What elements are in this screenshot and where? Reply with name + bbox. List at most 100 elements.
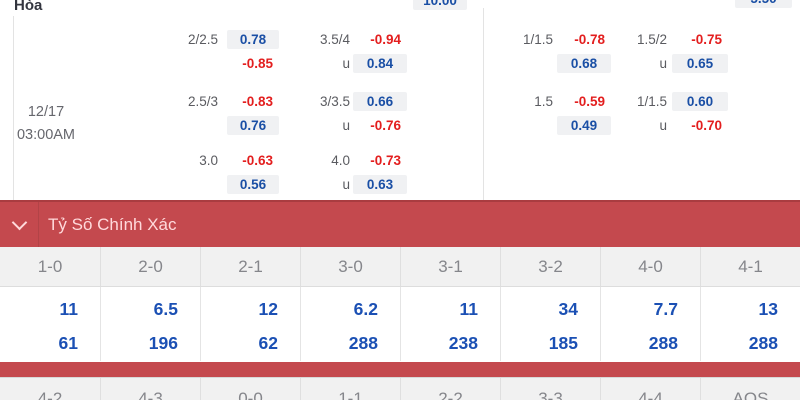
draw-odds-right[interactable]: 5.50 bbox=[735, 0, 792, 8]
odds-value[interactable]: -0.59 bbox=[574, 94, 605, 109]
odds-value[interactable]: -0.63 bbox=[242, 153, 273, 168]
score-header-cell: AOS bbox=[700, 378, 800, 400]
score-odds-rows: 11 61 6.5 196 12 62 6.2 288 11 238 34 18… bbox=[0, 287, 800, 361]
score-column: 11 61 bbox=[0, 287, 100, 361]
odds-row: 1.5 -0.59 0.49 1/1.5 u 0.60 -0.70 bbox=[483, 90, 800, 140]
odds-value[interactable]: -0.73 bbox=[370, 153, 401, 168]
banner-divider bbox=[38, 202, 39, 247]
score-column: 12 62 bbox=[200, 287, 300, 361]
score-header-cell: 1-1 bbox=[300, 378, 400, 400]
match-date: 12/17 bbox=[27, 104, 65, 120]
score-column: 34 185 bbox=[500, 287, 600, 361]
handicap-label: 2/2.5 bbox=[187, 32, 218, 47]
odds-value[interactable]: 0.65 bbox=[672, 54, 728, 73]
odds-row: 1/1.5 -0.78 0.68 1.5/2 u -0.75 0.65 bbox=[483, 28, 800, 78]
under-prefix-label: u bbox=[659, 56, 667, 71]
odds-value[interactable]: -0.76 bbox=[370, 118, 401, 133]
score-odds-value[interactable]: 288 bbox=[748, 333, 778, 353]
match-time: 03:00AM bbox=[16, 127, 76, 143]
score-header-cell: 3-1 bbox=[400, 247, 500, 286]
draw-odds-left[interactable]: 10.00 bbox=[413, 0, 467, 10]
score-header-cell: 1-0 bbox=[37, 257, 63, 276]
left-divider bbox=[13, 16, 14, 200]
score-column: 11 238 bbox=[400, 287, 500, 361]
under-prefix-label: u bbox=[342, 177, 350, 192]
match-datetime: 12/17 03:00AM bbox=[0, 101, 92, 147]
draw-label: Hòa bbox=[14, 0, 43, 14]
section-title: Tỷ Số Chính Xác bbox=[48, 215, 177, 234]
odds-value[interactable]: 0.60 bbox=[672, 92, 728, 111]
odds-row: 2.5/3 -0.83 0.76 3/3.5 u 0.66 -0.76 bbox=[0, 90, 483, 140]
handicap-label: 4.0 bbox=[331, 153, 350, 168]
handicap-label: 1.5 bbox=[534, 94, 553, 109]
score-header-cell: 4-3 bbox=[100, 378, 200, 400]
score-header-cell: 2-0 bbox=[100, 247, 200, 286]
odds-value[interactable]: -0.85 bbox=[242, 56, 273, 71]
score-odds-value[interactable]: 34 bbox=[558, 299, 578, 319]
odds-value[interactable]: 0.84 bbox=[353, 54, 407, 73]
odds-value[interactable]: 0.63 bbox=[353, 175, 407, 194]
score-odds-value[interactable]: 185 bbox=[548, 333, 578, 353]
odds-value[interactable]: -0.83 bbox=[242, 94, 273, 109]
score-odds-value[interactable]: 62 bbox=[258, 333, 278, 353]
score-odds-value[interactable]: 13 bbox=[758, 299, 778, 319]
score-odds-value[interactable]: 6.2 bbox=[353, 299, 378, 319]
score-header-cell: 2-1 bbox=[200, 247, 300, 286]
odds-value[interactable]: 0.68 bbox=[557, 54, 611, 73]
middle-divider bbox=[483, 8, 484, 200]
handicap-label: 2.5/3 bbox=[187, 94, 218, 109]
score-column: 6.2 288 bbox=[300, 287, 400, 361]
score-header-cell: 2-2 bbox=[400, 378, 500, 400]
odds-value[interactable]: -0.70 bbox=[691, 118, 722, 133]
score-odds-value[interactable]: 288 bbox=[648, 333, 678, 353]
correct-score-grid: 1-0 2-0 2-1 3-0 3-1 3-2 4-0 4-1 11 61 6.… bbox=[0, 247, 800, 362]
score-column: 6.5 196 bbox=[100, 287, 200, 361]
score-header-cell: 4-1 bbox=[700, 247, 800, 286]
odds-row: 2/2.5 0.78 -0.85 3.5/4 u -0.94 0.84 bbox=[0, 28, 483, 78]
handicap-label: 3/3.5 bbox=[319, 94, 350, 109]
score-header-cell: 3-0 bbox=[300, 247, 400, 286]
score-header-row: 1-0 2-0 2-1 3-0 3-1 3-2 4-0 4-1 bbox=[0, 247, 800, 287]
score-odds-value[interactable]: 11 bbox=[459, 299, 479, 319]
odds-value[interactable]: -0.94 bbox=[370, 32, 401, 47]
odds-value[interactable]: 0.56 bbox=[227, 175, 279, 194]
odds-value[interactable]: -0.78 bbox=[574, 32, 605, 47]
score-odds-value[interactable]: 6.5 bbox=[153, 299, 178, 319]
score-column: 13 288 bbox=[700, 287, 800, 361]
handicap-label: 3.0 bbox=[199, 153, 218, 168]
score-header-cell: 0-0 bbox=[200, 378, 300, 400]
score-header-cell: 3-2 bbox=[500, 247, 600, 286]
odds-value[interactable]: -0.75 bbox=[691, 32, 722, 47]
odds-value[interactable]: 0.66 bbox=[353, 92, 407, 111]
odds-value[interactable]: 0.78 bbox=[227, 30, 279, 49]
score-odds-value[interactable]: 7.7 bbox=[653, 299, 678, 319]
handicap-label: 1/1.5 bbox=[636, 94, 667, 109]
handicap-label: 1/1.5 bbox=[522, 32, 553, 47]
handicap-label: 1.5/2 bbox=[636, 32, 667, 47]
score-odds-value[interactable]: 11 bbox=[59, 299, 79, 319]
score-odds-value[interactable]: 12 bbox=[258, 299, 278, 319]
odds-value[interactable]: 0.49 bbox=[557, 116, 611, 135]
under-prefix-label: u bbox=[659, 118, 667, 133]
score-header-cell: 3-3 bbox=[500, 378, 600, 400]
next-score-header-row: 4-2 4-3 0-0 1-1 2-2 3-3 4-4 AOS bbox=[0, 377, 800, 400]
chevron-down-icon[interactable] bbox=[11, 214, 28, 231]
odds-panel-left: 2/2.5 0.78 -0.85 3.5/4 u -0.94 0.84 2.5/… bbox=[0, 0, 483, 200]
match-odds-section: Hòa 10.00 5.50 12/17 03:00AM 2/2.5 0.78 … bbox=[0, 0, 800, 200]
correct-score-section-header[interactable]: Tỷ Số Chính Xác bbox=[0, 200, 800, 247]
odds-panel-right: 1/1.5 -0.78 0.68 1.5/2 u -0.75 0.65 1.5 … bbox=[483, 0, 800, 200]
score-odds-value[interactable]: 288 bbox=[348, 333, 378, 353]
odds-row: 3.0 -0.63 0.56 4.0 u -0.73 0.63 bbox=[0, 149, 483, 199]
score-column: 7.7 288 bbox=[600, 287, 700, 361]
score-header-cell: 4-0 bbox=[600, 247, 700, 286]
under-prefix-label: u bbox=[342, 56, 350, 71]
score-odds-value[interactable]: 196 bbox=[148, 333, 178, 353]
handicap-label: 3.5/4 bbox=[319, 32, 350, 47]
under-prefix-label: u bbox=[342, 118, 350, 133]
odds-value[interactable]: 0.76 bbox=[227, 116, 279, 135]
section-separator-band bbox=[0, 362, 800, 377]
score-odds-value[interactable]: 61 bbox=[58, 333, 78, 353]
score-odds-value[interactable]: 238 bbox=[448, 333, 478, 353]
score-header-cell: 4-4 bbox=[600, 378, 700, 400]
